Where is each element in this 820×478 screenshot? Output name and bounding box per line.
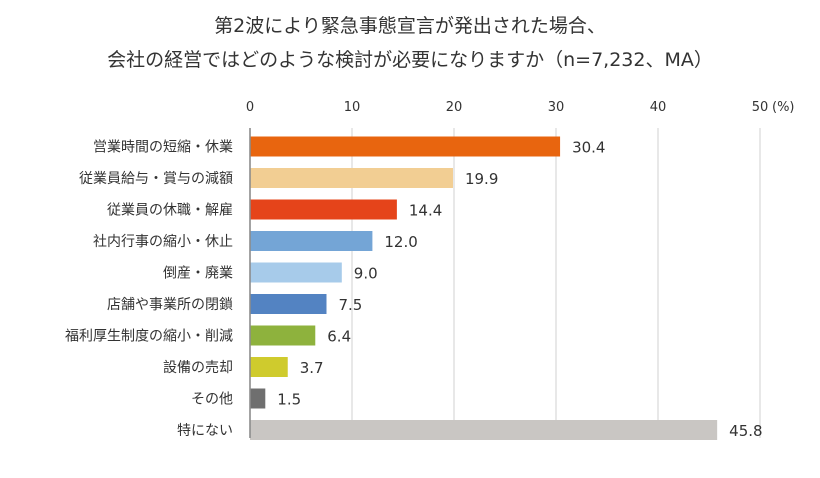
bar-4 xyxy=(250,231,373,251)
bar-3 xyxy=(250,199,397,220)
chart-title-line-2: 会社の経営ではどのような検討が必要になりますか（n=7,232、MA） xyxy=(107,49,713,71)
x-tick-label: 40 xyxy=(650,100,667,115)
x-tick-label: 10 xyxy=(344,100,361,115)
bar-7 xyxy=(250,325,316,346)
category-label: 設備の売却 xyxy=(163,360,233,376)
value-labels: 30.4 19.9 14.4 12.0 9.0 7.5 6.43.7 1.5 45.8 xyxy=(277,139,762,441)
bar-8 xyxy=(250,357,288,377)
bar-2 xyxy=(250,168,453,188)
value-label: 19.9 xyxy=(465,170,498,188)
value-label: 12.0 xyxy=(384,233,417,251)
category-label: 福利厚生制度の縮小・削減 xyxy=(65,328,233,345)
chart-title-line-1: 第2波により緊急事態宣言が発出された場合、 xyxy=(214,15,606,37)
unit-label: (%) xyxy=(772,100,795,115)
grid-lines xyxy=(351,128,761,438)
value-label: 30.4 xyxy=(572,139,605,157)
bar-5 xyxy=(250,262,342,283)
category-label: 特にない xyxy=(177,423,233,439)
bar-9 xyxy=(250,388,266,409)
category-label: 従業員給与・賞与の減額 xyxy=(79,170,233,187)
category-label: 従業員の休職・解雇 xyxy=(107,202,233,219)
bar-6 xyxy=(250,294,327,314)
x-tick-label: 20 xyxy=(446,100,463,115)
category-label: 社内行事の縮小・休止 xyxy=(93,234,233,250)
value-label: 1.5 xyxy=(277,391,301,409)
value-label: 14.4 xyxy=(409,202,442,220)
value-label: 6.4 xyxy=(327,328,351,346)
value-label: 3.7 xyxy=(300,359,324,377)
x-axis-ticks: 0 10 20 30 40 50 xyxy=(246,100,768,115)
category-label: 営業時間の短縮・休業 xyxy=(93,140,233,156)
bars xyxy=(250,136,718,440)
x-tick-label: 50 xyxy=(752,100,769,115)
bar-10 xyxy=(250,420,718,440)
x-tick-label: 0 xyxy=(246,100,254,115)
value-label: 45.8 xyxy=(729,422,762,440)
category-label: その他 xyxy=(191,392,233,408)
bar-1 xyxy=(250,136,561,157)
category-labels: 営業時間の短縮・休業従業員給与・賞与の減額従業員の休職・解雇社内行事の縮小・休止… xyxy=(65,140,233,440)
category-label: 倒産・廃業 xyxy=(163,265,233,282)
x-tick-label: 30 xyxy=(548,100,565,115)
category-label: 店舗や事業所の閉鎖 xyxy=(107,297,233,313)
value-label: 7.5 xyxy=(339,296,363,314)
value-label: 9.0 xyxy=(354,265,378,283)
